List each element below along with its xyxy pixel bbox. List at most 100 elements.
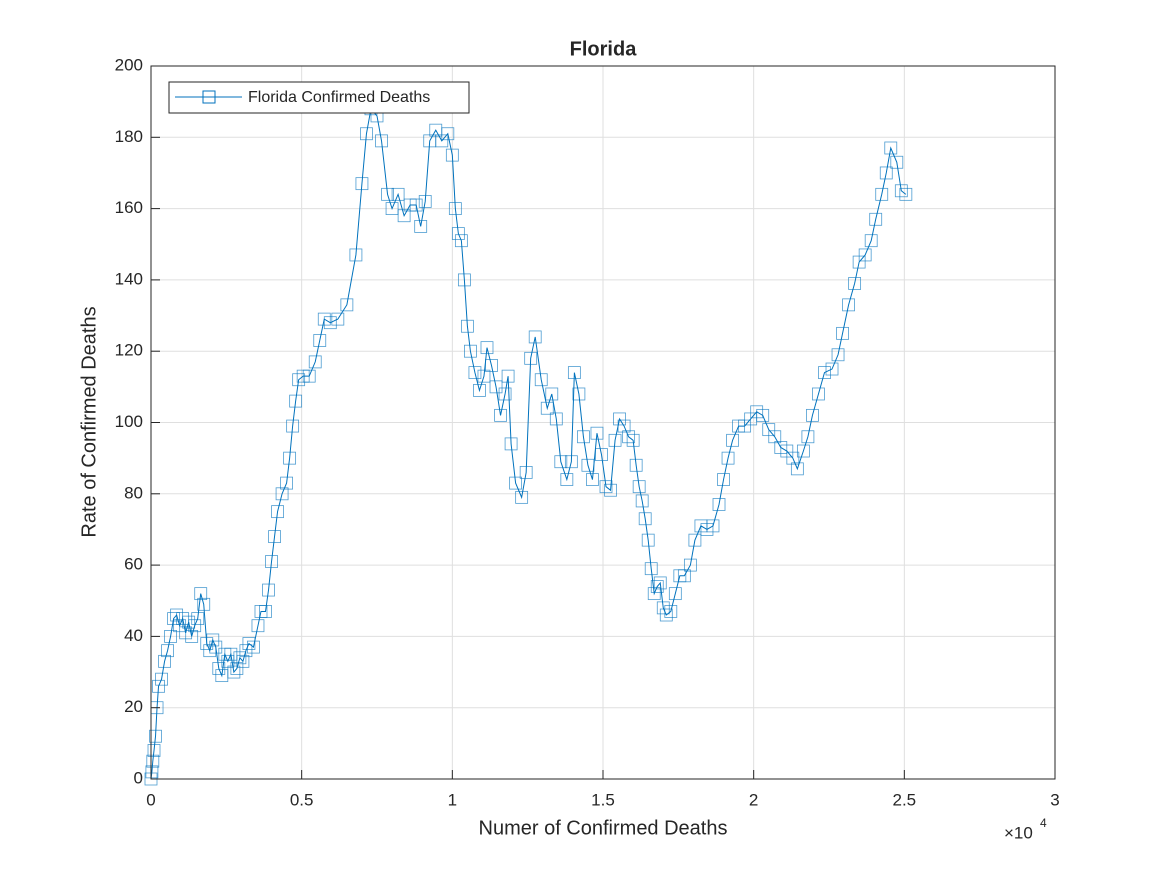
data-point	[414, 220, 428, 233]
data-point	[554, 455, 568, 469]
data-point	[717, 473, 730, 486]
data-point	[313, 334, 327, 347]
x-tick-label: 1	[448, 790, 457, 809]
data-point	[528, 330, 542, 344]
data-point	[756, 408, 770, 422]
data-point	[146, 754, 160, 768]
data-point	[604, 483, 617, 497]
data-point	[275, 487, 289, 501]
data-point	[540, 401, 554, 415]
data-point	[191, 612, 205, 625]
data-point	[147, 744, 161, 757]
data-point	[473, 384, 486, 397]
legend-marker	[202, 90, 216, 104]
chart-title: Florida	[570, 38, 638, 60]
data-point	[149, 729, 162, 743]
data-point	[581, 458, 595, 472]
data-point	[879, 166, 893, 180]
data-point	[239, 644, 253, 658]
data-point	[280, 476, 294, 490]
data-point	[726, 433, 739, 447]
data-point	[894, 184, 908, 198]
data-point	[224, 647, 238, 661]
data-point	[262, 583, 275, 597]
data-point	[656, 601, 670, 615]
data-point	[848, 277, 862, 290]
data-point	[712, 498, 726, 511]
data-point	[209, 640, 223, 654]
data-point	[460, 319, 474, 333]
data-point	[641, 533, 655, 547]
data-point	[509, 476, 523, 490]
data-point	[869, 212, 883, 226]
data-point	[185, 630, 199, 643]
data-point	[659, 608, 673, 622]
data-point	[289, 394, 303, 408]
data-point	[155, 672, 168, 686]
data-point	[409, 198, 423, 212]
data-point	[831, 348, 845, 362]
data-point	[818, 366, 831, 379]
data-point	[418, 195, 432, 208]
data-point	[286, 419, 300, 433]
data-point	[572, 387, 586, 401]
data-point	[349, 248, 363, 262]
data-point	[236, 654, 250, 668]
data-point	[464, 344, 477, 358]
data-point	[504, 437, 518, 451]
legend-label: Florida Confirmed Deaths	[248, 89, 430, 106]
y-tick-label: 120	[115, 341, 143, 360]
data-point	[668, 587, 682, 601]
data-point	[519, 466, 533, 479]
data-point	[560, 473, 574, 486]
data-point	[632, 480, 646, 494]
data-point	[501, 369, 515, 383]
x-axis-label: Numer of Confirmed Deaths	[479, 817, 728, 839]
data-point	[683, 558, 697, 572]
data-point	[635, 494, 649, 508]
data-point	[242, 637, 256, 650]
data-point	[206, 633, 220, 647]
data-point	[391, 187, 405, 201]
data-point	[786, 451, 800, 465]
data-point	[152, 679, 165, 693]
x-tick-label: 3	[1050, 790, 1059, 809]
data-point	[498, 387, 512, 401]
data-point	[595, 448, 608, 461]
data-point	[890, 155, 904, 169]
data-point	[454, 234, 468, 248]
data-point	[653, 576, 667, 590]
data-point	[688, 533, 702, 547]
x-tick-label: 0.5	[290, 790, 314, 809]
data-point	[489, 380, 503, 394]
data-point	[441, 127, 455, 141]
x-tick-label: 2	[749, 790, 758, 809]
data-point	[801, 430, 815, 444]
y-tick-label: 100	[115, 412, 143, 431]
data-point	[340, 298, 354, 312]
data-point	[480, 341, 494, 355]
data-point	[448, 202, 462, 216]
data-point	[629, 458, 643, 472]
data-point	[706, 519, 720, 533]
data-point	[721, 451, 735, 465]
data-point	[445, 148, 459, 162]
data-point	[567, 366, 581, 379]
y-tick-label: 180	[115, 127, 143, 146]
data-point	[884, 141, 898, 155]
data-point	[302, 369, 316, 383]
data-point	[259, 605, 272, 618]
data-point	[158, 654, 171, 668]
data-point	[375, 134, 388, 148]
data-point	[599, 480, 613, 494]
data-point	[308, 355, 322, 369]
data-point	[864, 234, 878, 248]
data-point	[534, 373, 548, 387]
data-point	[197, 597, 211, 611]
x-tick-label: 0	[146, 790, 155, 809]
data-point	[451, 227, 465, 240]
data-point	[899, 187, 913, 201]
data-point	[271, 505, 284, 519]
data-point	[644, 562, 658, 576]
data-point	[477, 369, 491, 383]
